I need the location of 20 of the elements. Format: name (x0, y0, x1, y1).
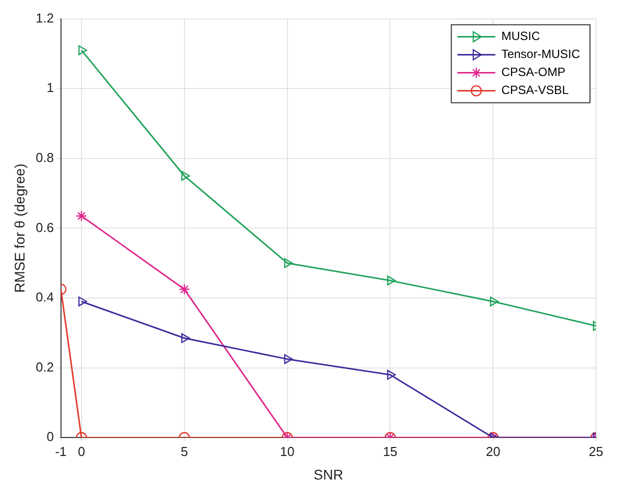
y-tick-label: 1.2 (36, 10, 54, 26)
x-tick-label: 0 (78, 444, 86, 459)
x-tick-label: 20 (486, 444, 500, 459)
x-tick-label: 15 (382, 444, 398, 459)
legend-label: MUSIC (501, 29, 540, 44)
legend-label: Tensor-MUSIC (501, 47, 580, 62)
legend-label: CPSA-OMP (501, 65, 566, 80)
x-tick-label: 25 (588, 444, 604, 459)
x-axis-title: SNR (314, 466, 344, 482)
y-tick-label: 0.8 (36, 150, 54, 165)
y-tick-label: 0 (46, 429, 54, 444)
y-tick-label: 0.2 (36, 359, 54, 374)
legend-label: CPSA-VSBL (501, 83, 570, 98)
x-tick-label: 5 (180, 444, 188, 459)
y-tick-label: 1 (46, 80, 54, 96)
y-tick-label: 0.6 (36, 220, 54, 235)
x-tick-label: -1 (55, 444, 67, 459)
y-tick-label: 0.4 (36, 290, 54, 305)
x-tick-label: 10 (280, 444, 295, 459)
y-axis-title: RMSE for θ (degree) (11, 164, 28, 293)
